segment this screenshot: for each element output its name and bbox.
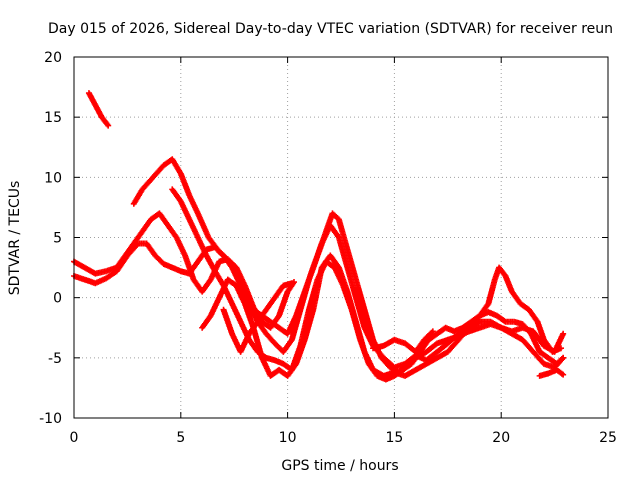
x-tick-label: 5 bbox=[176, 430, 185, 446]
data-point bbox=[429, 328, 436, 335]
series-trace-f bbox=[199, 252, 567, 379]
y-tick-label: 10 bbox=[44, 170, 62, 186]
data-point bbox=[560, 330, 567, 337]
series-trace-g bbox=[220, 280, 295, 355]
series-trace-a bbox=[85, 90, 112, 129]
x-tick-label: 20 bbox=[492, 430, 510, 446]
x-tick-label: 15 bbox=[385, 430, 403, 446]
chart-title: Day 015 of 2026, Sidereal Day-to-day VTE… bbox=[48, 21, 613, 37]
y-tick-label: 5 bbox=[53, 231, 62, 247]
x-tick-label: 0 bbox=[70, 430, 79, 446]
series-trace-i bbox=[536, 366, 567, 379]
y-tick-label: -10 bbox=[39, 411, 62, 427]
x-tick-label: 10 bbox=[279, 430, 297, 446]
x-tick-label: 25 bbox=[599, 430, 617, 446]
data-point bbox=[105, 122, 112, 129]
data-point bbox=[288, 280, 295, 287]
data-point bbox=[560, 371, 567, 378]
x-axis-label: GPS time / hours bbox=[281, 458, 398, 474]
series-trace-h bbox=[370, 328, 436, 355]
y-axis-label: SDTVAR / TECUs bbox=[7, 181, 23, 296]
y-tick-label: 0 bbox=[53, 291, 62, 307]
y-tick-label: 20 bbox=[44, 50, 62, 66]
axis-ticks: 0 5 10 15 20 25 -10 -5 0 5 10 15 20 bbox=[39, 50, 617, 446]
data-points bbox=[71, 90, 567, 383]
y-tick-label: 15 bbox=[44, 110, 62, 126]
y-tick-label: -5 bbox=[48, 351, 62, 367]
data-point bbox=[560, 354, 567, 361]
